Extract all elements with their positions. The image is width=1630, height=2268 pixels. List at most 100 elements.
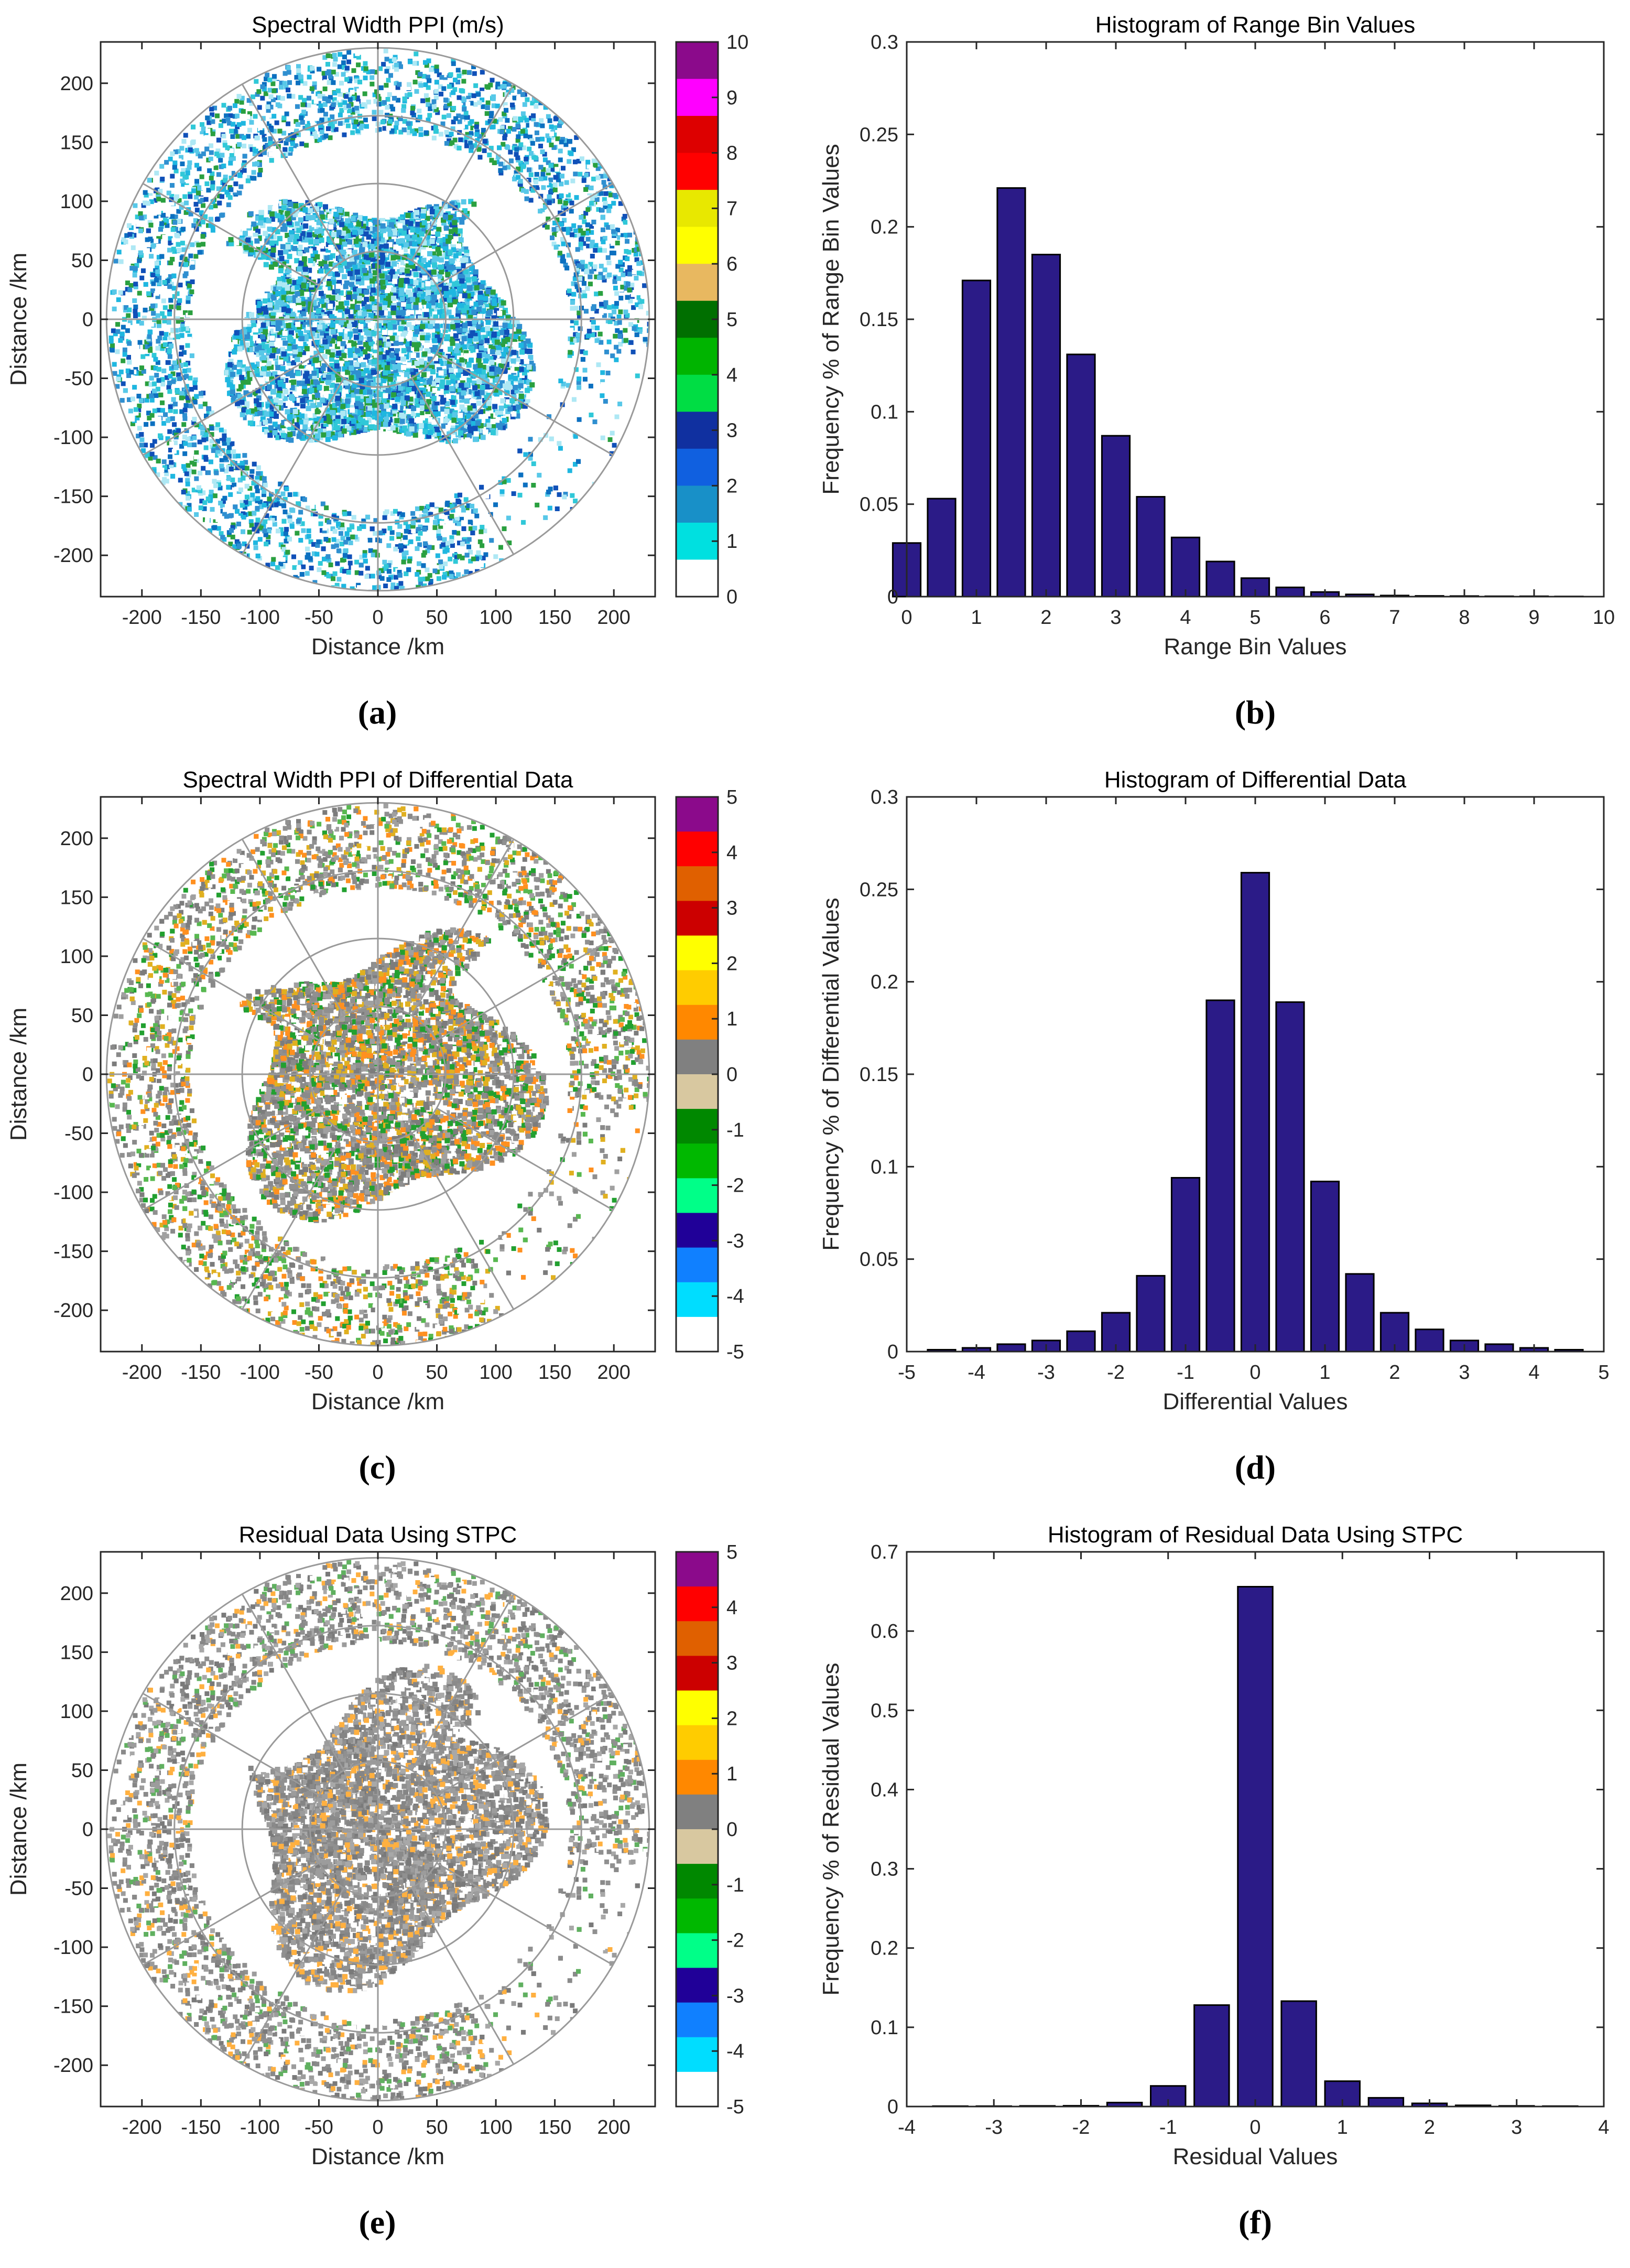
colorbar-tick-label: -4	[726, 1286, 744, 1308]
x-tick-label: 4	[1598, 2116, 1609, 2139]
azimuth-spoke	[241, 83, 345, 261]
colorbar: 5 4 3 2 1 0 -1 -2 -3 -4 -5	[675, 1541, 744, 2118]
colorbar-swatch	[676, 1282, 718, 1317]
azimuth-spoke	[142, 1862, 320, 1966]
y-tick-label: 150	[60, 132, 93, 154]
y-tick-label: 0.05	[860, 494, 898, 516]
y-tick-label: 0.05	[860, 1249, 898, 1271]
ppi-echo-field	[107, 48, 649, 591]
colorbar-swatch	[676, 1316, 718, 1352]
x-tick-label: -5	[898, 1362, 916, 1384]
azimuth-spoke	[411, 1593, 515, 1771]
azimuth-spoke	[142, 352, 320, 456]
y-tick-label: 0.4	[871, 1779, 898, 1801]
colorbar-swatch	[676, 831, 718, 867]
y-tick-label: 0.1	[871, 1156, 898, 1178]
x-tick-label: 1	[1319, 1362, 1330, 1384]
y-tick-label: -50	[64, 1878, 93, 1900]
azimuth-spoke	[411, 377, 515, 555]
colorbar-tick-label: -1	[726, 1874, 744, 1896]
colorbar-swatch	[676, 1213, 718, 1248]
y-tick-label: 0	[82, 309, 93, 331]
colorbar-tick-label: 4	[726, 364, 737, 386]
colorbar-swatch	[676, 1794, 718, 1830]
x-tick-label: -200	[122, 2116, 162, 2139]
y-tick-label: -150	[53, 1241, 93, 1263]
histogram-y-label: Frequency % of Differential Values	[818, 898, 844, 1250]
histogram-bar	[1205, 999, 1235, 1353]
colorbar-swatch	[676, 153, 718, 190]
y-tick-label: 50	[71, 1759, 93, 1781]
colorbar-tick-label: 3	[726, 420, 737, 442]
y-tick-label: -50	[64, 1123, 93, 1145]
panel-label: (f)	[1238, 2204, 1272, 2241]
x-tick-label: 0	[1249, 1362, 1260, 1384]
azimuth-spoke	[411, 1887, 515, 2065]
colorbar-tick-label: 3	[726, 1653, 737, 1675]
colorbar-swatch	[676, 866, 718, 901]
x-tick-label: 0	[372, 2116, 383, 2139]
colorbar-tick-label: 6	[726, 253, 737, 275]
x-tick-label: 150	[538, 607, 571, 629]
x-tick-label: -50	[305, 607, 333, 629]
histogram-bar	[927, 498, 957, 598]
x-tick-label: 4	[1528, 1362, 1539, 1384]
y-tick-label: 200	[60, 73, 93, 95]
histogram-bar	[1066, 1330, 1096, 1353]
colorbar-swatch	[676, 338, 718, 375]
colorbar-tick-label: 2	[726, 953, 737, 975]
colorbar-tick-label: -2	[726, 1930, 744, 1952]
azimuth-spoke	[142, 182, 320, 286]
x-tick-label: -4	[968, 1362, 985, 1384]
colorbar-tick-label: -4	[726, 2040, 744, 2062]
ppi-title: Spectral Width PPI (m/s)	[252, 12, 504, 38]
colorbar-swatch	[676, 190, 718, 228]
azimuth-spoke	[411, 838, 515, 1016]
ppi-x-label: Distance /km	[311, 2144, 444, 2169]
y-tick-label: 100	[60, 946, 93, 968]
y-tick-label: 0.2	[871, 971, 898, 993]
colorbar-tick-label: 8	[726, 143, 737, 165]
colorbar-swatch	[676, 797, 718, 832]
x-tick-label: -1	[1177, 1362, 1194, 1384]
histogram-bar	[1484, 1343, 1514, 1353]
x-tick-label: 3	[1459, 1362, 1470, 1384]
histogram-bar	[1275, 1001, 1305, 1353]
x-tick-label: 100	[479, 1362, 512, 1384]
colorbar-tick-label: -1	[726, 1119, 744, 1141]
histogram-title: Histogram of Residual Data Using STPC	[1048, 1522, 1463, 1548]
y-tick-label: 200	[60, 1583, 93, 1605]
x-tick-label: 50	[426, 1362, 448, 1384]
y-tick-label: 0.15	[860, 1064, 898, 1086]
x-tick-label: 0	[1249, 2116, 1260, 2139]
azimuth-spoke	[241, 838, 345, 1016]
colorbar-tick-label: 2	[726, 475, 737, 497]
y-tick-label: 150	[60, 887, 93, 909]
colorbar-swatch	[676, 1690, 718, 1726]
colorbar-swatch	[676, 1864, 718, 1899]
x-tick-label: -200	[122, 607, 162, 629]
histogram-panel: -5 -4 -3 -2 -1 0 1 2 3 4 5 0 0.05 0.1 0.15 0.2 0.25 0.3 Hi…	[818, 767, 1610, 1486]
histogram-bar	[1193, 2004, 1230, 2108]
x-tick-label: 7	[1389, 607, 1400, 629]
azimuth-spoke	[436, 1107, 614, 1211]
histogram-bar	[1237, 1586, 1274, 2108]
ppi-panel: -200-200-150-150-100-100-50-500050501001…	[6, 1522, 744, 2241]
colorbar-tick-label: 10	[726, 31, 748, 53]
x-tick-label: -150	[181, 2116, 221, 2139]
y-tick-label: 50	[71, 1005, 93, 1027]
y-tick-label: 0.6	[871, 1621, 898, 1643]
colorbar-swatch	[676, 42, 718, 80]
colorbar-tick-label: 4	[726, 842, 737, 864]
colorbar-swatch	[676, 374, 718, 412]
azimuth-spoke	[436, 937, 614, 1041]
colorbar-tick-label: 5	[726, 1541, 737, 1563]
ppi-y-label: Distance /km	[6, 253, 31, 386]
x-tick-label: 5	[1249, 607, 1260, 629]
y-tick-label: -150	[53, 1996, 93, 2018]
histogram-title: Histogram of Range Bin Values	[1095, 12, 1416, 38]
y-tick-label: 150	[60, 1641, 93, 1664]
y-tick-label: 0.3	[871, 786, 898, 808]
y-tick-label: 200	[60, 828, 93, 850]
histogram-bar	[1345, 1273, 1375, 1353]
